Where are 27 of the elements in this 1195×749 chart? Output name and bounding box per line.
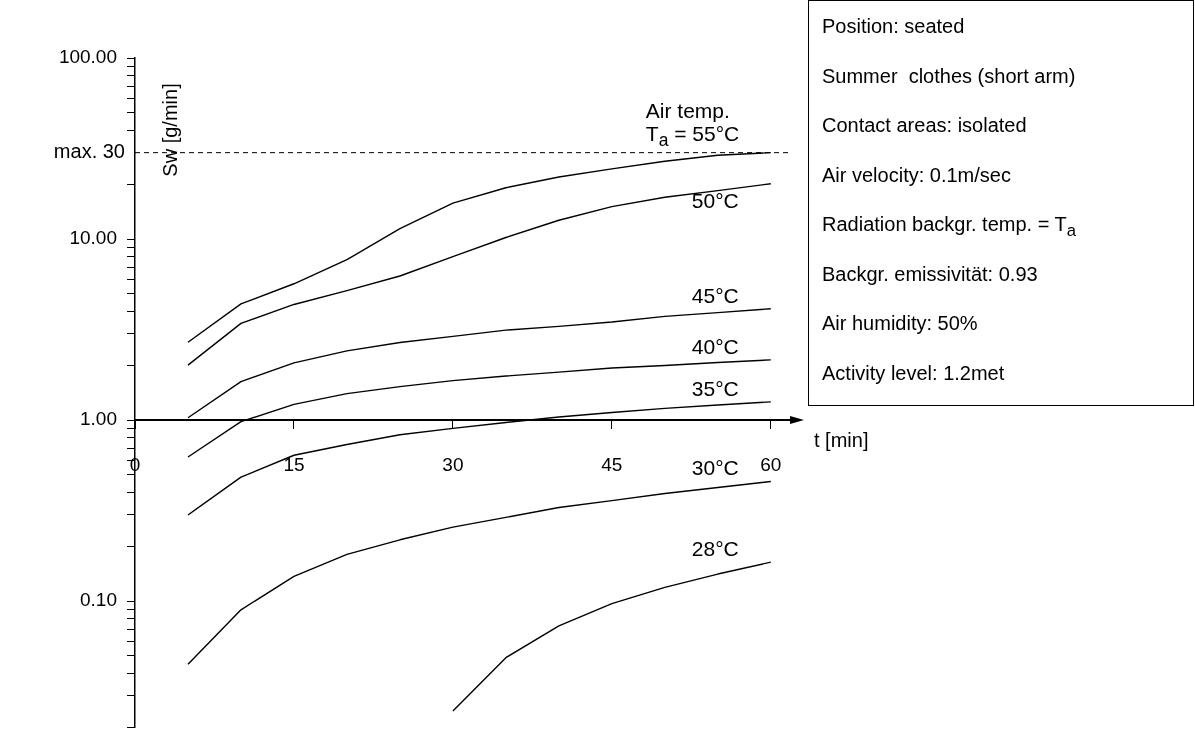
- y-tick-label: 100.00: [58, 46, 117, 68]
- series-label: 50°C: [691, 188, 739, 212]
- series-label: 40°C: [691, 334, 739, 358]
- x-tick-label: 30: [442, 453, 464, 475]
- series-label: 28°C: [691, 537, 739, 561]
- series-label: 45°C: [691, 283, 739, 307]
- x-tick-label: 15: [283, 453, 305, 475]
- text: Radiation backgr. temp. = T$_{a}$: [822, 213, 1078, 242]
- text: Air humidity: 50%: [822, 312, 979, 336]
- text: Air velocity: 0.1m/sec: [822, 163, 1012, 188]
- x-tick-label: 60: [760, 453, 782, 475]
- y-tick-label: 1.00: [80, 408, 117, 430]
- text: Activity level: 1.2met: [822, 361, 1006, 386]
- y-tick-label: 0.10: [80, 589, 117, 611]
- series-label: T$_{a}$ = 55°C: [645, 121, 740, 150]
- series-label: 30°C: [691, 456, 739, 480]
- x-tick-label: 45: [601, 453, 623, 475]
- ref-line-label: max. 30: [53, 140, 125, 163]
- y-axis-title: Sw [g/min]: [158, 83, 181, 177]
- annotation: Air temp.: [645, 98, 730, 122]
- text: Summer clothes (short arm): [822, 64, 1077, 89]
- x-axis-title: t [min]: [814, 428, 869, 451]
- text: Contact areas: isolated: [822, 114, 1028, 138]
- text: Position: seated: [822, 15, 966, 39]
- y-tick-label: 10.00: [69, 227, 117, 249]
- text: Backgr. emissivität: 0.93: [822, 262, 1039, 287]
- series-label: 35°C: [691, 376, 739, 400]
